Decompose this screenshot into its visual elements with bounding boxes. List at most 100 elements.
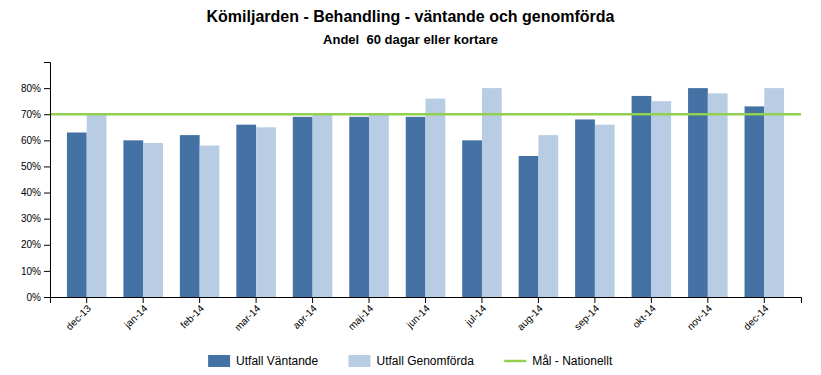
tick-label: 70% — [21, 109, 41, 120]
bar — [123, 140, 143, 297]
tick: 20% — [21, 239, 50, 250]
legend: Utfall Väntande Utfall Genomförda Mål - Na… — [208, 354, 613, 368]
tick: jul-14 — [463, 297, 489, 328]
legend-entry: Utfall Genomförda — [348, 354, 474, 368]
tick-label: 10% — [21, 266, 41, 277]
tick: sep-14 — [572, 297, 602, 332]
tick-label: 60% — [21, 135, 41, 146]
marks — [50, 88, 801, 297]
tick: 40% — [21, 187, 50, 198]
bar — [764, 88, 784, 297]
bar — [519, 156, 539, 297]
axis-line — [44, 63, 51, 298]
tick-mark — [44, 271, 50, 272]
tick-label: dec-13 — [64, 302, 94, 332]
tick-mark — [44, 245, 50, 246]
tick: 50% — [21, 161, 50, 172]
tick: maj-14 — [346, 297, 376, 332]
bar-series — [67, 88, 764, 297]
y-axis: 0% 10% 20% 30% 40% 50% 60% 70% 80% — [21, 63, 51, 303]
tick-mark — [44, 140, 50, 141]
bar — [87, 114, 107, 297]
bar — [143, 143, 163, 297]
tick: 80% — [21, 83, 50, 94]
tick-label: 50% — [21, 161, 41, 172]
bar — [180, 135, 200, 297]
tick-label: 0% — [27, 292, 42, 303]
plot: 0%10%20%30%40%50%60%70%80%dec-13jan-14fe… — [21, 63, 802, 333]
tick-mark — [143, 297, 144, 303]
bar — [236, 125, 256, 297]
tick-mark — [651, 297, 652, 303]
tick-label: apr-14 — [291, 302, 320, 331]
tick-mark — [481, 297, 482, 303]
target-line — [50, 113, 801, 116]
title: Kömiljarden - Behandling - väntande och … — [206, 8, 614, 25]
bar — [595, 125, 615, 297]
tick-mark — [764, 297, 765, 303]
tick: feb-14 — [178, 297, 206, 330]
tick-mark — [594, 297, 595, 303]
tick-label: aug-14 — [515, 302, 545, 332]
bar — [369, 114, 389, 297]
tick-label: 40% — [21, 187, 41, 198]
tick-mark — [312, 297, 313, 303]
tick-mark — [44, 297, 50, 298]
tick-label: dec-14 — [741, 302, 771, 332]
x-axis: dec-13jan-14feb-14mar-14apr-14maj-14jun-… — [51, 297, 802, 333]
chart: Kömiljarden - Behandling - väntande och … — [0, 0, 821, 375]
legend-swatch — [208, 355, 230, 367]
tick-label: mar-14 — [232, 302, 262, 332]
tick-mark — [707, 297, 708, 303]
bar — [632, 96, 652, 297]
tick-mark — [44, 166, 50, 167]
tick-mark — [369, 297, 370, 303]
tick: 0% — [27, 292, 50, 303]
tick-label: feb-14 — [178, 302, 206, 330]
tick: nov-14 — [685, 297, 715, 332]
tick-mark — [256, 297, 257, 303]
tick: mar-14 — [232, 297, 262, 333]
bar — [745, 106, 765, 297]
bar — [67, 133, 87, 298]
tick: jun-14 — [404, 297, 432, 331]
bar — [406, 117, 426, 297]
tick: apr-14 — [291, 297, 320, 331]
bar — [200, 146, 220, 297]
tick: aug-14 — [515, 297, 545, 332]
tick-mark — [44, 88, 50, 89]
bar — [462, 140, 482, 297]
bar — [313, 114, 333, 297]
tick-mark — [199, 297, 200, 303]
legend-swatch — [348, 355, 370, 367]
tick: okt-14 — [630, 297, 658, 330]
tick-mark — [44, 193, 50, 194]
bar — [538, 135, 558, 297]
bar-series — [87, 88, 784, 297]
tick-label: jun-14 — [404, 302, 432, 330]
bar — [575, 119, 595, 297]
tick-label: jul-14 — [463, 302, 489, 328]
tick-label: 30% — [21, 213, 41, 224]
legend-label: Utfall Genomförda — [376, 354, 474, 368]
subtitle: Andel 60 dagar eller kortare — [323, 32, 498, 47]
legend-swatch — [504, 360, 526, 363]
tick: 10% — [21, 266, 50, 277]
legend-entry: Mål - Nationellt — [504, 354, 613, 368]
axis-line — [51, 298, 802, 304]
bar — [349, 117, 369, 297]
bar — [482, 88, 502, 297]
tick-label: 80% — [21, 83, 41, 94]
tick-mark — [44, 114, 50, 115]
tick: 70% — [21, 109, 50, 120]
tick: dec-14 — [741, 297, 771, 332]
legend-label: Utfall Väntande — [236, 354, 318, 368]
tick-mark — [86, 297, 87, 303]
tick: dec-13 — [64, 297, 94, 332]
tick-label: nov-14 — [685, 302, 715, 332]
tick: 60% — [21, 135, 50, 146]
tick-mark — [44, 219, 50, 220]
tick: 30% — [21, 213, 50, 224]
tick-label: okt-14 — [630, 302, 658, 330]
bar — [426, 99, 446, 297]
